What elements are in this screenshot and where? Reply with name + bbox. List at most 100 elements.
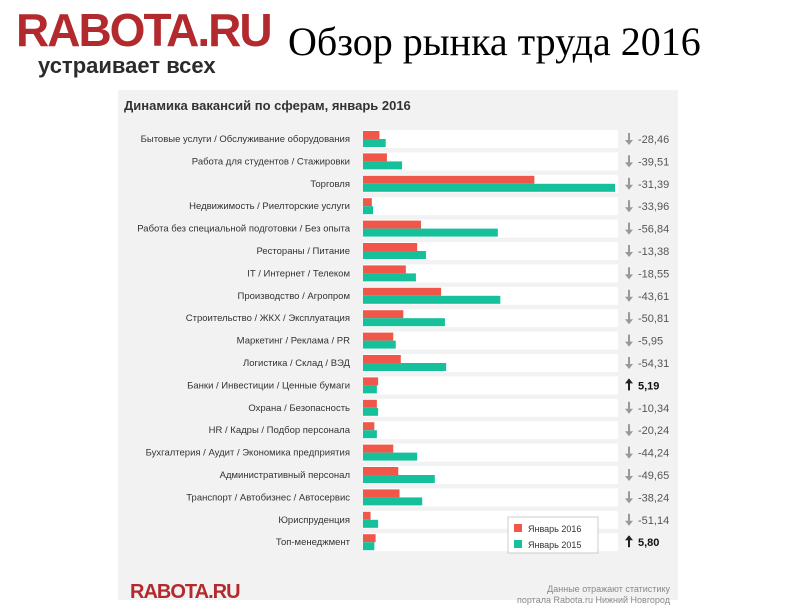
arrow-down-head-icon	[625, 520, 633, 526]
bar-2016	[363, 243, 418, 251]
bar-2016	[363, 220, 421, 229]
row-track	[363, 376, 618, 395]
arrow-down-head-icon	[625, 364, 633, 369]
bar-2015	[363, 542, 375, 551]
arrow-down-head-icon	[625, 319, 633, 325]
arrow-down-head-icon	[625, 140, 633, 145]
chart-title: Динамика вакансий по сферам, январь 2016	[124, 98, 411, 113]
arrow-down-head-icon	[625, 252, 633, 257]
arrow-down-head-icon	[625, 341, 633, 347]
category-label: Бухгалтерия / Аудит / Экономика предприя…	[146, 448, 350, 459]
arrow-down-head-icon	[625, 408, 633, 414]
bar-2015	[363, 318, 445, 327]
bar-2016	[363, 287, 442, 296]
category-label: Работа для студентов / Стажировки	[192, 156, 350, 167]
change-value: -44,24	[638, 448, 669, 460]
arrow-down-head-icon	[625, 453, 633, 459]
bar-2015	[363, 363, 447, 371]
footer-note: Данные отражают статистику портала Rabot…	[500, 584, 670, 606]
change-value: 5,80	[638, 537, 659, 549]
slide-title: Обзор рынка труда 2016	[288, 19, 701, 64]
category-label: Рестораны / Питание	[256, 246, 350, 257]
bar-2016	[363, 310, 404, 319]
change-value: -39,51	[638, 156, 669, 168]
bar-2016	[363, 534, 376, 543]
arrow-up-head-icon	[625, 535, 633, 541]
change-value: -56,84	[638, 224, 669, 236]
row-track	[363, 130, 618, 148]
arrow-down-head-icon	[625, 498, 633, 504]
bar-2015	[363, 407, 379, 416]
footer-logo: RABOTA.RU	[130, 581, 241, 603]
bar-2015	[363, 183, 615, 192]
bar-2015	[363, 251, 426, 259]
category-label: Недвижимость / Риелторские услуги	[189, 201, 350, 212]
change-value: -18,55	[638, 268, 669, 280]
change-value: -10,34	[638, 403, 669, 415]
bar-2015	[363, 497, 423, 506]
row-track	[363, 152, 618, 171]
arrow-down-head-icon	[625, 162, 633, 168]
category-label: Торговля	[310, 179, 350, 190]
bar-2016	[363, 511, 371, 520]
legend-box	[507, 516, 599, 554]
bar-2016	[363, 467, 399, 475]
arrow-down-head-icon	[625, 207, 633, 213]
arrow-down-head-icon	[625, 274, 633, 280]
category-label: Транспорт / Автобизнес / Автосервис	[186, 492, 350, 503]
category-label: Работа без специальной подготовки / Без …	[137, 224, 350, 235]
arrow-down-head-icon	[625, 431, 633, 437]
bar-2016	[363, 355, 401, 363]
change-value: -38,24	[638, 492, 669, 504]
bar-2015	[363, 475, 435, 483]
bar-2015	[363, 519, 379, 528]
row-track	[363, 242, 618, 260]
bar-2015	[363, 295, 501, 304]
category-label: Строительство / ЖКХ / Эксплуатация	[186, 313, 350, 324]
legend-swatch	[514, 524, 522, 532]
row-track	[363, 443, 618, 462]
change-value: -20,24	[638, 425, 669, 437]
category-label: Маркетинг / Реклама / PR	[237, 336, 350, 347]
bar-2015	[363, 139, 386, 147]
category-label: Производство / Агропром	[238, 291, 350, 302]
row-track	[363, 488, 618, 507]
bar-2016	[363, 198, 372, 207]
bar-2015	[363, 452, 418, 461]
bar-2016	[363, 265, 406, 274]
bar-2016	[363, 175, 535, 184]
category-label: Банки / Инвестиции / Ценные бумаги	[187, 380, 350, 391]
row-track	[363, 398, 618, 417]
category-label: IT / Интернет / Телеком	[247, 268, 350, 279]
rabota-logo: RABOTA.RU устраивает всех	[16, 4, 273, 78]
category-label: Охрана / Безопасность	[248, 403, 350, 414]
footer-note-line2: портала Rabota.ru Нижний Новгород	[516, 595, 670, 605]
arrow-up-head-icon	[625, 378, 633, 384]
bar-2015	[363, 273, 416, 282]
category-label: HR / Кадры / Подбор персонала	[209, 425, 351, 436]
change-value: -43,61	[638, 291, 669, 303]
bar-2016	[363, 444, 394, 453]
category-label: Топ-менеджмент	[276, 537, 351, 548]
arrow-down-head-icon	[625, 184, 633, 190]
bar-2015	[363, 385, 377, 394]
logo-wordmark: RABOTA.RU	[16, 4, 273, 56]
change-value: 5,19	[638, 380, 659, 392]
bar-2015	[363, 340, 396, 349]
bar-2016	[363, 422, 375, 431]
bar-2015	[363, 228, 498, 237]
arrow-down-head-icon	[625, 229, 633, 235]
category-label: Юриспруденция	[278, 515, 350, 526]
change-value: -31,39	[638, 179, 669, 191]
logo-tagline: устраивает всех	[38, 53, 216, 78]
change-value: -49,65	[638, 470, 669, 482]
category-label: Бытовые услуги / Обслуживание оборудован…	[141, 134, 350, 145]
vacancy-bar-chart: Бытовые услуги / Обслуживание оборудован…	[137, 130, 669, 554]
change-value: -28,46	[638, 134, 669, 146]
legend-swatch	[514, 540, 522, 548]
bar-2016	[363, 489, 400, 498]
bar-2016	[363, 377, 379, 386]
category-label: Логистика / Склад / ВЭД	[243, 358, 351, 369]
change-value: -33,96	[638, 201, 669, 213]
bar-2016	[363, 131, 380, 139]
